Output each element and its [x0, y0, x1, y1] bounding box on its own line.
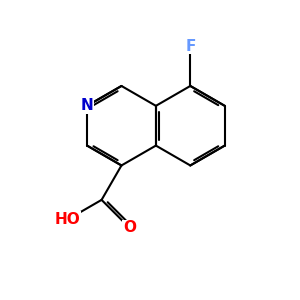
Text: HO: HO: [54, 212, 80, 227]
Text: N: N: [81, 98, 93, 113]
Text: O: O: [123, 220, 136, 236]
Text: F: F: [185, 39, 196, 54]
